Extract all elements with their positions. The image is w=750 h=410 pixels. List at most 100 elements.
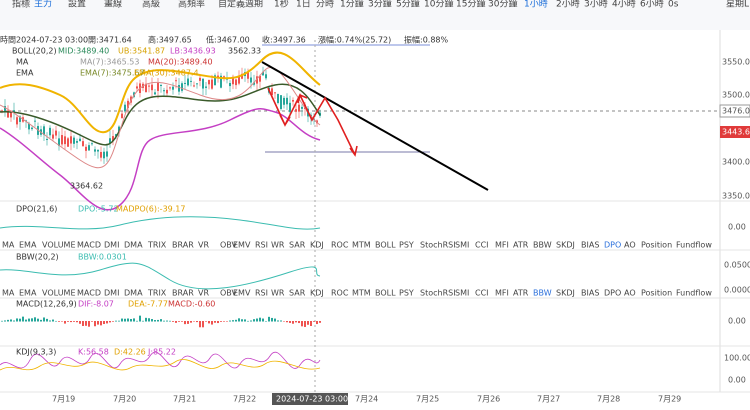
macd-bar — [220, 321, 222, 322]
macd-bar — [283, 321, 285, 322]
macd-bar — [289, 321, 291, 323]
ma20 — [0, 83, 321, 146]
x-tick: 7月26 — [477, 395, 500, 404]
indicator-tab: VR — [198, 289, 209, 298]
indicator-tab: EMA — [19, 289, 37, 298]
macd-bar — [100, 321, 102, 326]
indicator-tab: DMI — [104, 289, 119, 298]
kdj-label: K:56.58 — [78, 348, 109, 357]
candle-body — [106, 151, 108, 157]
candle-body — [112, 136, 114, 142]
macd-bar — [211, 321, 213, 325]
bbw-tick: 0.0500 — [724, 261, 750, 270]
x-tick: 7月25 — [416, 395, 439, 404]
macd-bar — [13, 320, 15, 322]
macd-bar — [58, 321, 60, 322]
macd-bar — [172, 321, 174, 322]
macd-bar — [103, 321, 105, 325]
ohlc-info: 時間2024-07-23 03:00 — [0, 36, 88, 45]
macd-bar — [139, 315, 141, 322]
candle-body — [169, 87, 171, 89]
indicator-tab: VOLUME — [42, 289, 76, 298]
macd-bar — [232, 320, 234, 322]
macd-bar — [247, 320, 249, 322]
macd-bar — [229, 320, 231, 322]
macd-label: MACD(12,26,9) — [16, 300, 77, 309]
x-tick: 7月28 — [597, 395, 620, 404]
candle-body — [148, 85, 150, 87]
macd-bar — [223, 321, 225, 322]
candle-body — [211, 79, 213, 89]
indicator-tab: MACD — [77, 241, 101, 250]
indicator-tab: SMI — [455, 289, 469, 298]
macd-bar — [70, 321, 72, 323]
indicator-tab: MTM — [352, 289, 371, 298]
candle-body — [151, 84, 153, 91]
candle-body — [73, 137, 75, 144]
macd-bar — [205, 321, 207, 322]
candle-body — [7, 110, 9, 118]
macd-bar — [226, 321, 228, 322]
candle-body — [295, 109, 297, 112]
candle-body — [55, 130, 57, 136]
candle-body — [91, 143, 93, 145]
indicator-tab: AO — [624, 241, 636, 250]
candle-body — [67, 138, 69, 147]
candle-body — [61, 135, 63, 145]
candle-body — [136, 86, 138, 89]
indicator-tab: BOLL — [375, 241, 396, 250]
macd-label: MACD:-0.60 — [168, 300, 215, 309]
x-tick: 7月20 — [113, 395, 136, 404]
macd-bar — [31, 318, 33, 322]
candle-body — [79, 138, 81, 142]
indicator-tab: VR — [198, 241, 209, 250]
macd-bar — [214, 321, 216, 323]
boll-label: UB:3541.87 — [118, 47, 165, 56]
toolbar-item: 指標 — [12, 0, 30, 10]
toolbar-item: 高頻率 — [178, 0, 205, 10]
boll-label: LB:3436.93 — [170, 47, 216, 56]
boll-lower — [0, 108, 321, 211]
candle-body — [166, 89, 168, 94]
macd-bar — [253, 319, 255, 322]
macd-bar — [250, 320, 252, 322]
candle-body — [238, 75, 240, 84]
macd-bar — [25, 319, 27, 322]
indicator-tab: DMI — [104, 241, 119, 250]
macd-bar — [121, 318, 123, 322]
indicator-tab: ROC — [331, 241, 349, 250]
indicator-tab: MA — [2, 241, 15, 250]
candle-body — [82, 141, 84, 147]
macd-bar — [106, 321, 108, 324]
indicator-tab: VOLUME — [42, 241, 76, 250]
toolbar-item: 3小時 — [584, 0, 608, 10]
macd-bar — [241, 319, 243, 322]
candle-body — [85, 146, 87, 151]
candle-body — [214, 75, 216, 86]
macd-bar — [16, 318, 18, 322]
macd-bar — [202, 321, 204, 328]
macd-label: DIF:-8.07 — [78, 300, 114, 309]
macd-bar — [208, 321, 210, 324]
candle-body — [31, 127, 33, 130]
toolbar-item: 5分鐘 — [396, 0, 420, 10]
candle-body — [100, 151, 102, 158]
macd-bar — [52, 319, 54, 322]
indicator-tab: RSI — [255, 289, 268, 298]
indicator-tab: BOLL — [375, 289, 396, 298]
ma-label: MA — [16, 58, 29, 67]
toolbar-item: 分時 — [316, 0, 334, 10]
candle-body — [193, 85, 195, 87]
x-tick: 7月19 — [52, 395, 75, 404]
macd-bar — [277, 320, 279, 322]
indicator-tab: KDJ — [310, 241, 324, 250]
price-tick: 3550.00 — [722, 58, 750, 67]
toolbar-item: 星期L — [726, 0, 749, 10]
macd-bar — [67, 321, 69, 322]
dpo-label: MADPO(6):-39.17 — [116, 205, 185, 214]
macd-bar — [7, 319, 9, 322]
candle-body — [259, 75, 261, 82]
candle-body — [76, 141, 78, 143]
macd-histogram — [1, 315, 321, 328]
indicator-tab: CCI — [475, 241, 489, 250]
